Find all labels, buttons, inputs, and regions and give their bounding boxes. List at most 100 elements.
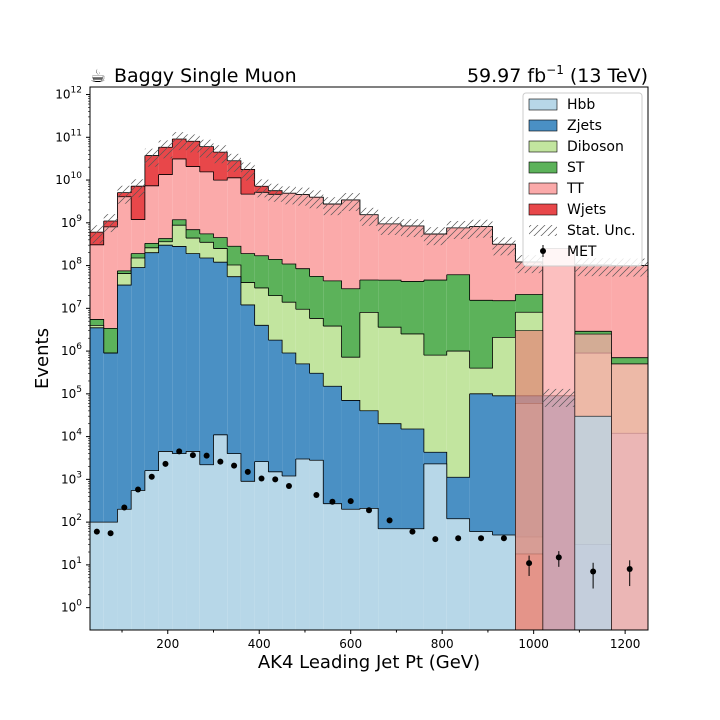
bar-hbb-bin-10 bbox=[227, 453, 241, 630]
legend-swatch-stat-unc- bbox=[529, 225, 557, 236]
stat-unc-band-bin-2 bbox=[117, 185, 132, 204]
lumi-exponent: −1 bbox=[546, 63, 564, 77]
bar-hbb-bin-19 bbox=[359, 508, 379, 630]
bar-st-bin-6 bbox=[172, 219, 187, 226]
bar-tt-bin-10 bbox=[227, 177, 241, 247]
x-tick-label-600: 600 bbox=[339, 637, 362, 651]
met-point-0 bbox=[93, 528, 100, 535]
bar-zjets-bin-1 bbox=[103, 353, 118, 523]
stat-unc-band-bin-13 bbox=[268, 183, 283, 202]
bar-diboson-bin-14 bbox=[282, 302, 296, 354]
bar-diboson-bin-25 bbox=[492, 337, 516, 396]
overlay-bin-zjets-7 bbox=[515, 330, 544, 630]
bar-zjets-bin-7 bbox=[186, 253, 200, 452]
y-tick-label-3: 103 bbox=[61, 470, 82, 486]
bar-tt-bin-3 bbox=[131, 219, 145, 254]
bar-tt-bin-6 bbox=[172, 158, 187, 220]
y-tick-label-0: 100 bbox=[61, 599, 82, 615]
stat-unc-band-bin-6 bbox=[172, 132, 187, 151]
x-axis-label: AK4 Leading Jet Pt (GeV) bbox=[258, 652, 480, 673]
y-tick-label-9: 109 bbox=[61, 214, 82, 230]
bar-st-bin-13 bbox=[268, 259, 283, 296]
bar-zjets-bin-17 bbox=[323, 386, 342, 504]
bar-tt-bin-7 bbox=[186, 166, 200, 230]
met-point-28 bbox=[590, 568, 597, 575]
legend-box bbox=[522, 92, 643, 267]
bar-tt-bin-13 bbox=[268, 194, 283, 260]
bar-zjets-bin-21 bbox=[401, 428, 424, 529]
bar-st-bin-26 bbox=[515, 294, 543, 313]
bar-zjets-bin-10 bbox=[227, 276, 241, 454]
met-point-12 bbox=[258, 475, 265, 482]
bar-zjets-bin-2 bbox=[117, 285, 132, 510]
met-point-23 bbox=[455, 535, 462, 542]
bar-st-bin-22 bbox=[423, 280, 447, 356]
bar-diboson-bin-21 bbox=[401, 333, 424, 429]
bar-hbb-bin-2 bbox=[117, 509, 132, 630]
bar-tt-bin-9 bbox=[213, 180, 228, 238]
y-tick-label-8: 108 bbox=[61, 257, 82, 273]
plot-frame bbox=[89, 86, 649, 631]
met-point-29 bbox=[626, 566, 633, 573]
met-point-7 bbox=[189, 452, 196, 459]
met-point-9 bbox=[217, 458, 224, 465]
bar-st-bin-25 bbox=[492, 300, 516, 338]
stat-unc-band-bin-20 bbox=[378, 216, 402, 235]
met-point-22 bbox=[432, 536, 439, 543]
legend-label-zjets: Zjets bbox=[567, 118, 602, 134]
bar-hbb-bin-11 bbox=[240, 481, 255, 630]
y-tick-label-11: 1011 bbox=[55, 128, 82, 144]
legend: Hbb Zjets Diboson ST TT Wjets Stat. Unc. MET bbox=[522, 92, 643, 267]
bar-diboson-bin-23 bbox=[446, 351, 470, 478]
met-point-24 bbox=[478, 535, 485, 542]
bar-st-bin-11 bbox=[240, 253, 255, 283]
bar-hbb-bin-8 bbox=[199, 464, 214, 630]
legend-swatch-hbb bbox=[528, 98, 558, 111]
met-point-26 bbox=[526, 560, 533, 567]
bar-st-bin-9 bbox=[213, 237, 228, 249]
bar-hbb-bin-16 bbox=[309, 460, 324, 630]
bar-tt-bin-20 bbox=[378, 223, 402, 281]
bar-st-bin-23 bbox=[446, 274, 470, 352]
bar-st-bin-2 bbox=[117, 270, 132, 274]
stat-unc-band-bin-19 bbox=[359, 207, 379, 226]
bar-zjets-bin-4 bbox=[144, 252, 159, 471]
bar-hbb-bin-21 bbox=[401, 528, 424, 630]
bar-hbb-bin-25 bbox=[492, 534, 516, 630]
x-tick-label-1000: 1000 bbox=[518, 637, 549, 651]
legend-label-tt: TT bbox=[566, 181, 584, 197]
bar-diboson-bin-6 bbox=[172, 225, 187, 247]
axes: 200 400 600 800 1000 1200 100 101 102 103 104 105 10… bbox=[32, 86, 649, 673]
step-outline-hbb bbox=[90, 434, 612, 545]
met-point-3 bbox=[135, 486, 142, 493]
bar-diboson-bin-13 bbox=[268, 295, 283, 341]
bar-hbb-bin-7 bbox=[186, 451, 200, 630]
stat-unc-band-bin-27 bbox=[542, 388, 575, 407]
bar-st-bin-14 bbox=[282, 263, 296, 303]
bar-st-bin-17 bbox=[323, 280, 342, 327]
stat-unc-band-bin-4 bbox=[144, 148, 159, 167]
bar-tt-bin-29 bbox=[611, 265, 648, 358]
bar-tt-bin-12 bbox=[254, 192, 269, 256]
bar-zjets-bin-25 bbox=[492, 395, 516, 535]
met-point-10 bbox=[231, 462, 238, 469]
bar-st-bin-3 bbox=[131, 253, 145, 259]
stat-unc-band-bin-8 bbox=[199, 139, 214, 158]
bar-zjets-bin-8 bbox=[199, 258, 214, 465]
bar-st-bin-20 bbox=[378, 280, 402, 328]
bar-zjets-bin-15 bbox=[295, 363, 310, 459]
met-point-18 bbox=[347, 498, 354, 505]
bar-zjets-bin-19 bbox=[359, 410, 379, 509]
bar-diboson-bin-11 bbox=[240, 282, 255, 305]
met-point-19 bbox=[366, 507, 372, 514]
lumi-energy: (13 TeV) bbox=[564, 65, 648, 87]
bar-tt-bin-22 bbox=[423, 234, 447, 281]
bar-hbb-bin-13 bbox=[268, 471, 283, 630]
met-point-1 bbox=[107, 530, 114, 537]
met-point-14 bbox=[285, 482, 292, 489]
met-point-4 bbox=[148, 473, 155, 480]
bar-diboson-bin-19 bbox=[359, 312, 379, 411]
bar-st-bin-5 bbox=[158, 238, 173, 242]
bar-st-bin-0 bbox=[90, 319, 104, 326]
bar-st-bin-12 bbox=[254, 255, 269, 288]
